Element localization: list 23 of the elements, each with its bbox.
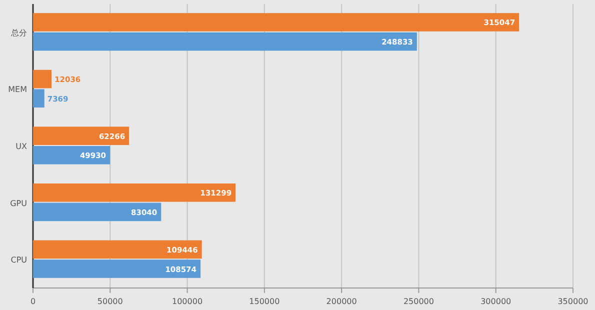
x-tick-label: 200000 [326, 297, 357, 306]
bar [33, 13, 520, 32]
bar [33, 32, 417, 51]
x-tick-label: 350000 [558, 297, 588, 306]
bar [33, 89, 44, 108]
x-tick-label: 300000 [480, 297, 512, 306]
bar [33, 202, 162, 222]
bar [33, 126, 130, 145]
y-tick-label: GPU [10, 198, 28, 208]
y-tick-label: 总分 [10, 28, 27, 38]
x-tick-label: 50000 [97, 297, 123, 306]
x-tick-label: 0 [30, 297, 36, 306]
bar [33, 183, 236, 202]
bar [33, 70, 52, 88]
x-tick-label: 100000 [172, 297, 203, 306]
bar [33, 146, 110, 164]
x-tick-label: 150000 [249, 297, 280, 306]
y-tick-label: UX [16, 142, 28, 151]
x-tick-label: 250000 [403, 297, 434, 306]
y-tick-label: MEM [8, 85, 28, 94]
y-tick-label: CPU [10, 256, 28, 265]
bar [33, 260, 201, 278]
bar [33, 240, 202, 259]
